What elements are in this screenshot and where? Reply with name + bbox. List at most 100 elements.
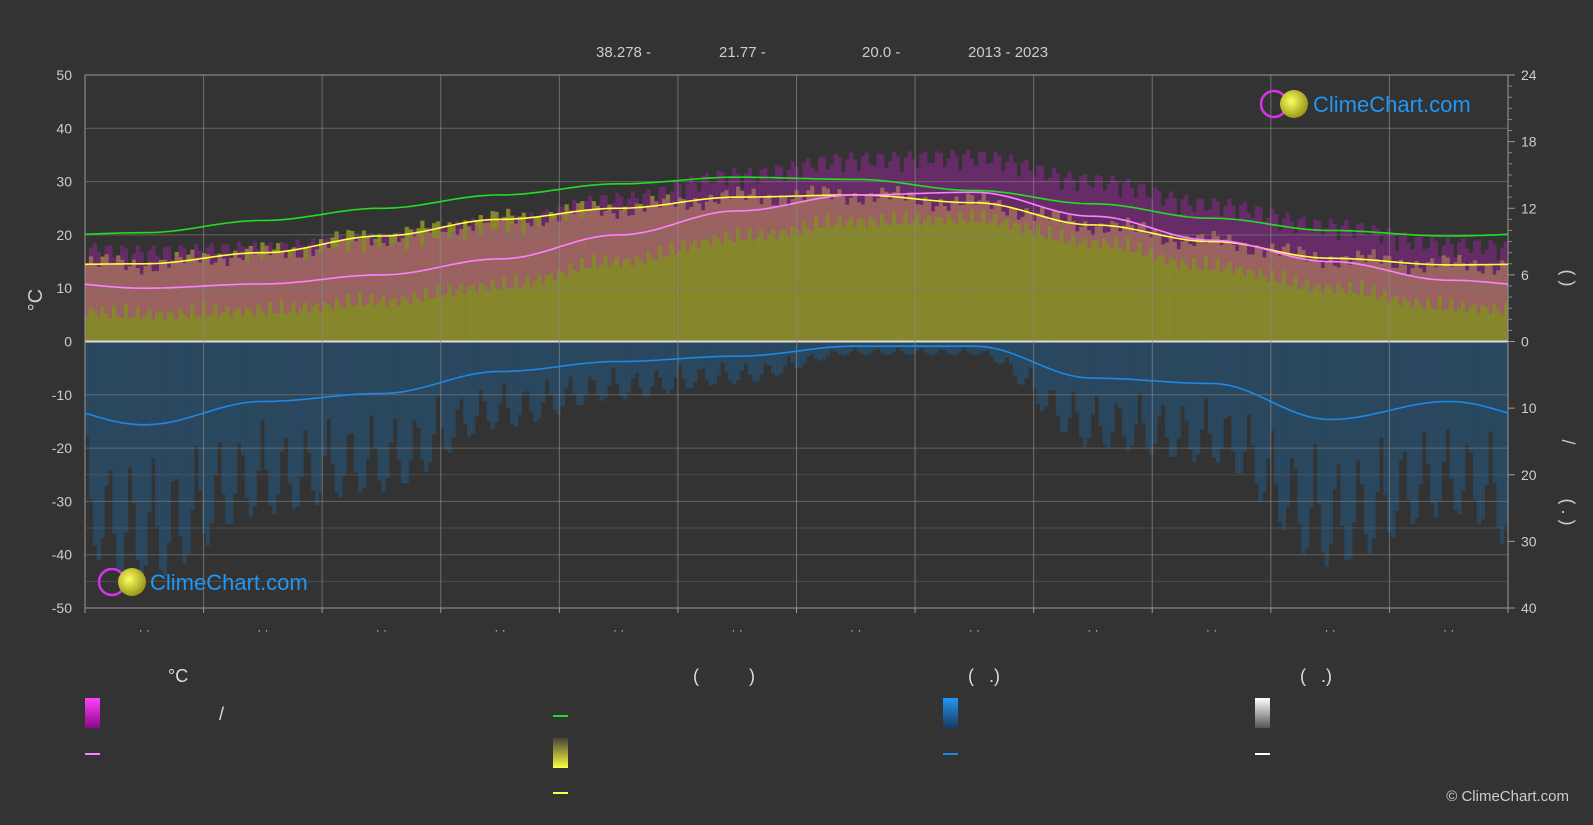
precip-band	[1153, 341, 1158, 444]
precip-band	[1359, 341, 1365, 485]
sunshine-band	[127, 265, 133, 342]
temp-range-band	[326, 237, 331, 305]
precip-band	[1168, 341, 1174, 457]
temp-range-band	[155, 255, 160, 314]
temp-range-band	[650, 199, 655, 259]
precip-band	[677, 341, 682, 366]
temp-range-band	[435, 238, 441, 285]
temp-range-band	[1254, 206, 1259, 279]
sunshine-band	[279, 251, 285, 342]
temp-range-band	[853, 159, 858, 227]
temp-range-band	[860, 155, 866, 220]
sunshine-band	[1012, 208, 1018, 342]
avg-temperature-line	[84, 191, 1509, 289]
sunshine-band	[552, 215, 558, 342]
temp-range-band	[1391, 235, 1396, 298]
precip-band	[1036, 341, 1041, 405]
sunshine-band	[513, 223, 519, 342]
precip-band	[888, 341, 893, 355]
sunshine-band	[790, 199, 795, 342]
sunshine-band	[564, 204, 569, 342]
precip-band	[1133, 341, 1138, 425]
precip-band	[1476, 341, 1482, 525]
sunshine-band	[182, 263, 187, 342]
precip-band	[747, 341, 752, 375]
sunshine-band	[720, 192, 725, 342]
sunshine-band	[1157, 232, 1162, 342]
precip-band	[131, 341, 136, 503]
sunshine-band	[708, 194, 713, 342]
temp-range-band	[1227, 198, 1232, 262]
sunshine-band	[864, 194, 869, 342]
temp-range-band	[459, 224, 464, 285]
temp-range-band	[307, 243, 312, 313]
precip-band	[490, 341, 495, 430]
sunshine-band	[697, 203, 702, 342]
temp-range-band	[755, 183, 760, 238]
left-tick-label: 30	[56, 174, 72, 190]
precip-band	[400, 341, 405, 484]
temp-range-band	[166, 246, 172, 311]
temp-range-band	[907, 151, 912, 225]
temp-range-band	[1258, 207, 1263, 270]
sunshine-band	[767, 194, 772, 342]
precip-band	[478, 341, 483, 390]
temp-range-band	[428, 227, 433, 299]
precip-band	[509, 341, 515, 425]
temp-range-band	[486, 217, 491, 291]
sunshine-band	[104, 254, 109, 342]
x-tick-label: · ·	[376, 623, 387, 637]
precip-band	[213, 341, 218, 475]
sunshine-band	[1098, 223, 1103, 342]
precip-band	[1281, 341, 1287, 531]
sunshine-band	[1001, 211, 1006, 342]
sunshine-band	[977, 200, 982, 342]
precip-band	[455, 341, 460, 410]
sunshine-band	[946, 210, 951, 342]
legend-swatch-snow	[1255, 698, 1270, 728]
precip-band	[322, 341, 328, 457]
temp-range-band	[868, 163, 873, 217]
temp-range-band	[135, 245, 140, 307]
sunshine-band	[1270, 243, 1275, 342]
temp-range-band	[1476, 240, 1482, 314]
precip-band	[1379, 341, 1384, 438]
sunshine-band	[92, 263, 97, 342]
sunshine-band	[1301, 250, 1306, 342]
temp-range-band	[264, 244, 269, 316]
precip-band	[1410, 341, 1415, 525]
right-tick-label-precip: 20	[1521, 467, 1537, 483]
legend-line-avg-temp	[85, 753, 100, 755]
logo-top: ClimeChart.com	[1259, 89, 1471, 119]
precip-band	[170, 341, 175, 482]
precip-band	[1114, 341, 1119, 404]
temp-range-band	[502, 218, 507, 277]
precip-band	[474, 341, 480, 417]
temp-range-band	[217, 256, 222, 317]
precip-band	[1200, 341, 1205, 430]
temp-range-band	[420, 246, 425, 302]
temp-range-band	[369, 232, 374, 295]
precip-band	[1067, 341, 1072, 418]
sunshine-band	[556, 221, 561, 342]
sunshine-band	[989, 208, 994, 342]
temp-range-band	[151, 245, 156, 320]
temp-range-band	[256, 249, 261, 305]
precip-band	[365, 341, 370, 459]
sunshine-band	[268, 254, 273, 342]
temp-range-band	[763, 167, 768, 241]
precip-band	[1371, 341, 1376, 539]
temp-range-band	[1083, 173, 1088, 239]
temp-range-band	[123, 248, 129, 304]
precip-band	[264, 341, 269, 470]
precip-band	[782, 341, 788, 366]
precip-band	[1453, 341, 1458, 511]
sunshine-band	[560, 212, 565, 342]
temp-range-band	[354, 233, 359, 306]
temp-range-band	[993, 152, 998, 215]
temp-range-band	[237, 242, 242, 308]
sunshine-band	[587, 210, 593, 342]
sunshine-band	[1313, 252, 1318, 342]
sunshine-band	[584, 211, 589, 342]
precip-band	[907, 341, 912, 356]
